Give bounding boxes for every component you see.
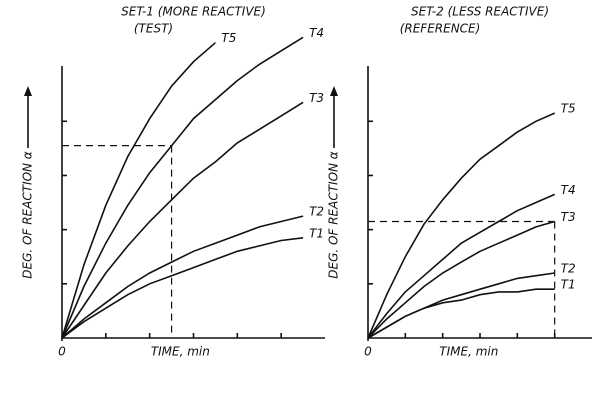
curve-label: T2 <box>309 205 324 219</box>
x-axis-label: TIME, min <box>151 345 210 359</box>
y-label-arrowhead <box>330 86 338 96</box>
x-tick-label: 0 <box>364 345 372 359</box>
curve <box>367 288 555 339</box>
y-axis-label: DEG. OF REACTION α <box>21 151 35 279</box>
curve-label: T3 <box>561 210 576 224</box>
curve <box>61 36 304 339</box>
curve-label: T1 <box>309 226 324 240</box>
curve-label: T4 <box>309 26 324 40</box>
curve-label: T5 <box>221 31 236 45</box>
chart-subtitle: (REFERENCE) <box>400 22 481 36</box>
curve <box>367 220 555 339</box>
chart-title: SET-2 (LESS REACTIVE) <box>411 5 549 19</box>
curve <box>61 237 304 339</box>
curve <box>367 193 556 339</box>
curve <box>61 215 304 339</box>
curve-label: T5 <box>561 102 576 116</box>
chart-title: SET-1 (MORE REACTIVE) <box>121 5 266 19</box>
curve-label: T3 <box>309 91 324 105</box>
curve-label: T1 <box>561 278 576 292</box>
curve <box>61 101 304 339</box>
curve <box>367 272 555 339</box>
curve <box>61 42 216 339</box>
curve <box>367 112 556 339</box>
chart-subtitle: (TEST) <box>134 22 173 36</box>
x-axis-label: TIME, min <box>439 345 498 359</box>
x-tick-label: 0 <box>58 345 66 359</box>
y-axis-label: DEG. OF REACTION α <box>327 151 341 279</box>
curve-label: T2 <box>561 261 576 275</box>
curve-label: T4 <box>561 183 576 197</box>
y-label-arrowhead <box>24 86 32 96</box>
